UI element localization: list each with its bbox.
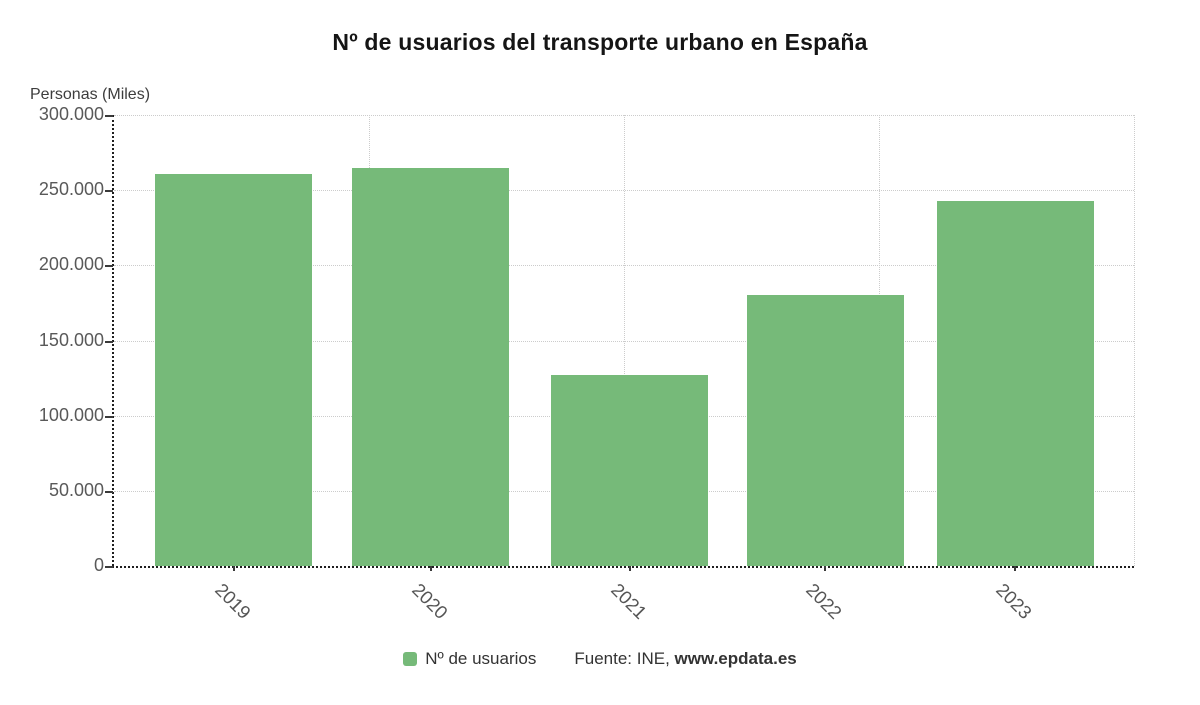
y-axis-line [112,115,114,566]
x-tick-label: 2019 [210,579,255,623]
y-tick-label: 150.000 [38,329,104,350]
bar-2020[interactable] [352,167,510,566]
y-axis-tick [105,566,113,568]
x-axis-tick [430,566,433,571]
bar-2021[interactable] [550,375,708,566]
x-gridline [1134,115,1135,566]
plot-area: 300.000 250.000 200.000 150.000 100.000 50.00… [39,104,1135,623]
y-axis-tick [105,190,113,193]
x-tick-label: 2022 [802,579,847,623]
source-line: Fuente: INE, www.epdata.es [574,649,796,669]
y-tick-label: 0 [93,555,104,576]
y-axis-title: Personas (Miles) [30,86,151,103]
y-axis-tick [105,265,113,268]
x-tick-label: 2021 [606,579,651,623]
x-axis-tick [1014,566,1017,571]
legend-label: Nº de usuarios [425,649,537,668]
source-link[interactable]: www.epdata.es [674,649,797,668]
x-gridline [624,115,625,566]
y-axis-tick [105,490,113,493]
x-tick-label: 2020 [408,579,453,623]
y-tick-label: 50.000 [48,479,104,500]
x-axis-tick [232,566,235,571]
x-axis-tick [628,566,631,571]
y-axis-tick [105,415,113,418]
y-axis-tick [105,340,113,343]
bar-2023[interactable] [937,200,1094,566]
x-axis-line [112,566,1134,568]
legend-row: Nº de usuarios Fuente: INE, www.epdata.e… [0,649,1200,669]
y-tick-label: 300.000 [38,104,104,125]
x-axis-tick [824,566,827,571]
x-tick-label: 2023 [992,579,1037,623]
y-axis-tick [105,115,113,117]
y-tick-label: 200.000 [38,254,104,275]
chart-title: Nº de usuarios del transporte urbano en … [332,29,868,55]
y-tick-label: 100.000 [38,404,104,425]
legend-swatch-icon [403,652,418,666]
bar-2019[interactable] [155,173,313,566]
bar-2022[interactable] [746,295,904,566]
y-tick-label: 250.000 [38,179,104,200]
source-prefix: Fuente: INE, [574,649,670,668]
legend-item-usuarios[interactable]: Nº de usuarios [403,649,536,669]
